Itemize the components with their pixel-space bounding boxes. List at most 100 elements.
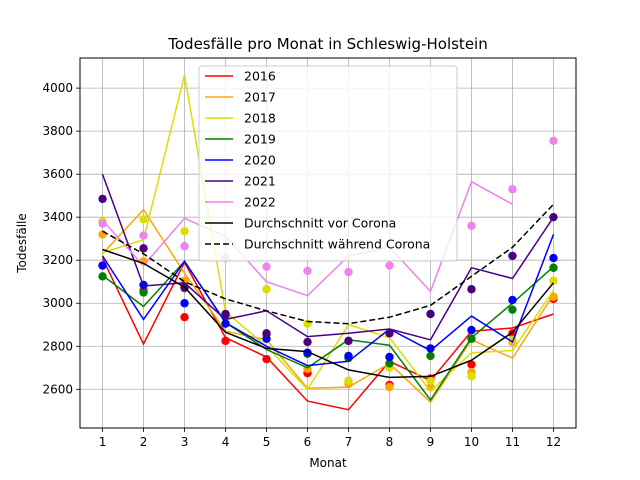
x-tick-label: 8 [386,435,394,449]
series-durchschnitt-w-hrend-corona [102,203,555,325]
data-point [426,351,435,361]
y-tick-label: 2800 [42,339,73,353]
series-line [102,260,554,402]
series-line [101,257,554,411]
y-tick-label: 2600 [42,382,73,396]
data-point [180,242,189,251]
y-tick-label: 3400 [42,210,73,224]
legend-label: 2020 [244,153,276,168]
data-point [180,313,189,322]
x-tick-label: 10 [464,435,479,449]
data-point [508,295,517,305]
data-point [385,352,394,362]
series-2020 [98,234,558,367]
y-tick-label: 3000 [42,296,73,310]
y-tick-label: 4000 [42,81,73,95]
data-point [139,231,148,240]
series-2021 [98,173,558,347]
series-line [101,234,555,367]
legend-label: 2018 [244,111,276,126]
data-point [98,219,107,228]
x-tick-label: 3 [181,435,189,449]
x-axis-title: Monat [309,456,347,470]
data-point [508,251,517,261]
x-tick-label: 7 [345,435,353,449]
data-point [344,267,353,277]
data-point [139,215,148,224]
data-point [549,253,558,263]
data-point [467,221,476,230]
data-point [385,359,394,368]
data-point [180,226,189,236]
data-point [467,285,476,294]
data-point [344,376,353,385]
data-point [549,212,558,222]
data-point [426,309,435,319]
data-point [221,309,230,319]
data-point [303,348,312,357]
data-point [549,263,558,272]
data-point [467,334,476,343]
series-durchschnitt-vor-corona [102,248,555,379]
legend-label: 2019 [244,132,276,147]
series-line [102,203,555,325]
data-point [303,266,312,276]
data-point [426,344,435,353]
x-tick-label: 9 [427,435,435,449]
data-point [262,329,271,338]
x-tick-label: 4 [222,435,230,449]
legend-label: Durchschnitt während Corona [244,237,430,252]
data-point [262,262,271,271]
x-tick-label: 5 [263,435,271,449]
series-line [102,248,555,379]
y-axis-title: Todesfälle [15,213,29,274]
data-point [98,272,107,281]
legend-label: 2016 [244,69,276,84]
data-point [139,288,148,297]
series-line [101,208,555,404]
data-point [180,299,189,308]
data-point [385,261,394,270]
data-point [221,336,230,346]
data-point [98,194,107,204]
data-point [549,136,558,146]
data-point [467,325,476,335]
legend-label: 2022 [244,195,276,210]
x-tick-label: 2 [140,435,148,449]
data-point [139,244,148,253]
data-point [262,285,271,294]
x-tick-label: 12 [546,435,561,449]
legend: 2016 2017 2018 2019 2020 2021 2022 Durchschnitt… [198,65,458,262]
data-point [467,360,476,369]
legend-label: Durchschnitt vor Corona [244,216,396,231]
chart-title: Todesfälle pro Monat in Schleswig-Holste… [167,35,487,53]
x-tick-label: 11 [505,435,520,449]
x-tick-label: 6 [304,435,312,449]
y-tick-label: 3800 [42,124,73,138]
y-tick-label: 3600 [42,167,73,181]
data-point [303,337,312,347]
data-point [426,376,435,385]
data-point [508,305,517,314]
series-layer [98,75,558,411]
data-point [385,329,394,338]
data-point [549,276,558,285]
y-tick-label: 3200 [42,253,73,267]
data-point [344,351,353,361]
data-point [262,354,271,364]
legend-box [198,65,458,262]
legend-label: 2017 [244,90,276,105]
series-line [102,75,555,393]
data-point [385,382,394,392]
plot-frame [79,57,577,429]
data-point [508,185,517,194]
data-point [98,261,107,270]
x-tick-label: 1 [99,435,107,449]
axes: 1 2 3 4 5 6 7 8 9 10 11 122600280030003200340036003… [42,81,561,449]
data-point [221,319,230,328]
legend-label: 2021 [244,174,276,189]
data-point [344,336,353,346]
series-2019 [98,260,558,402]
data-point [467,372,476,381]
